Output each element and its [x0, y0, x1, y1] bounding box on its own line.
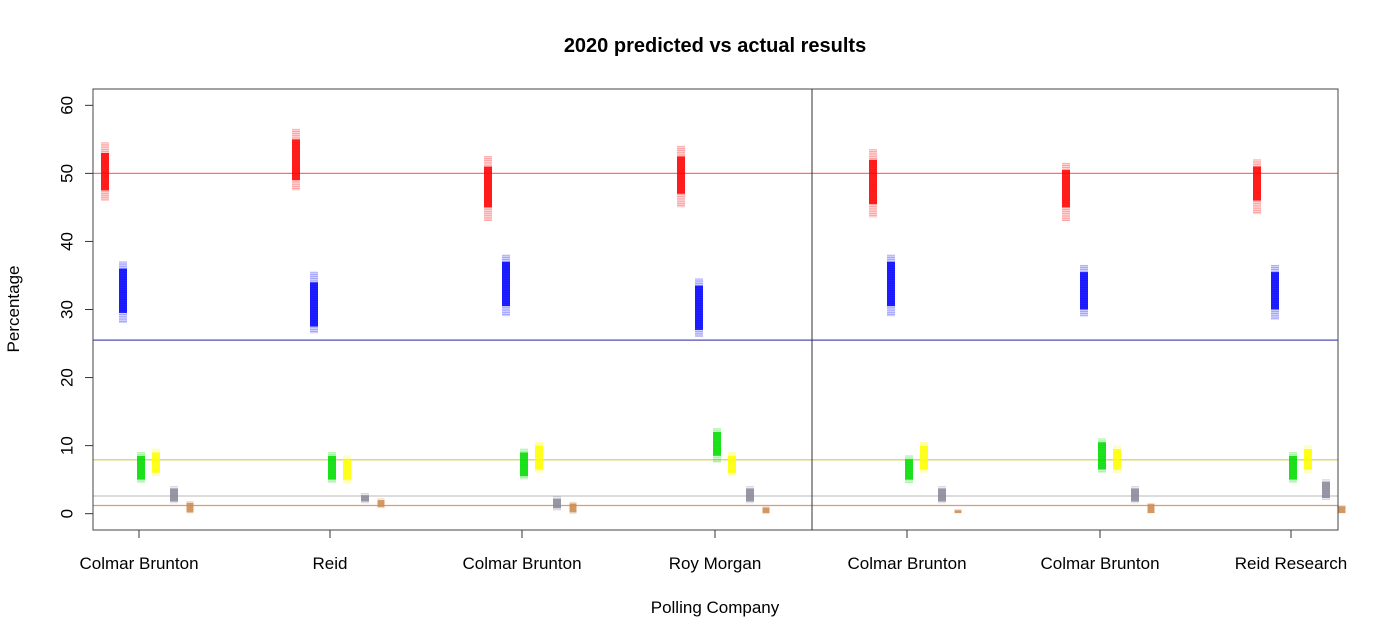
prediction-core: [553, 498, 561, 509]
y-tick-label: 20: [57, 368, 76, 387]
prediction-core: [1289, 455, 1297, 480]
prediction-core: [1062, 169, 1070, 208]
y-tick-label: 30: [57, 300, 76, 319]
chart-title: 2020 predicted vs actual results: [564, 35, 866, 57]
prediction-core: [119, 268, 127, 313]
prediction-core: [1147, 504, 1155, 513]
prediction-core: [101, 152, 109, 191]
prediction-core: [869, 159, 877, 205]
prediction-core: [137, 455, 145, 480]
prediction-core: [695, 285, 703, 330]
x-tick-label: Reid: [313, 554, 348, 573]
reference-lines: [93, 172, 1338, 507]
prediction-core: [310, 282, 318, 327]
prediction-core: [1322, 481, 1330, 499]
y-tick-label: 60: [57, 96, 76, 115]
y-axis-label: Percentage: [4, 266, 23, 353]
prediction-core: [520, 452, 528, 477]
prediction-core: [728, 455, 736, 473]
prediction-core: [887, 261, 895, 307]
prediction-core: [152, 452, 160, 473]
y-tick-label: 0: [57, 509, 76, 518]
prediction-core: [677, 156, 685, 194]
prediction-core: [186, 502, 194, 513]
prediction-core: [502, 261, 510, 307]
prediction-core: [905, 459, 913, 480]
x-tick-label: Colmar Brunton: [847, 554, 966, 573]
prediction-core: [713, 432, 721, 456]
prediction-core: [938, 488, 946, 502]
prediction-core: [569, 503, 577, 513]
x-tick-label: Reid Research: [1235, 554, 1347, 573]
prediction-core: [328, 455, 336, 480]
x-axis-label: Polling Company: [651, 598, 780, 617]
prediction-core: [1131, 488, 1139, 502]
prediction-core: [1253, 166, 1261, 201]
prediction-core: [1338, 506, 1346, 513]
prediction-core: [746, 488, 754, 502]
y-tick-label: 50: [57, 164, 76, 183]
prediction-core: [1113, 449, 1121, 470]
prediction-core: [1098, 442, 1106, 470]
prediction-core: [535, 445, 543, 470]
prediction-core: [1080, 272, 1088, 310]
prediction-core: [377, 500, 385, 507]
data-points: [101, 128, 1346, 514]
prediction-core: [954, 510, 962, 513]
prediction-core: [343, 459, 351, 480]
y-tick-label: 40: [57, 232, 76, 251]
prediction-core: [484, 166, 492, 208]
axes: 0 10 20 30 40 50 60 Colmar Brunton Reid Colmar Br…: [57, 96, 1347, 573]
x-tick-label: Colmar Brunton: [1040, 554, 1159, 573]
prediction-core: [170, 488, 178, 502]
prediction-core: [1304, 449, 1312, 470]
prediction-core: [1271, 272, 1279, 310]
plot-frame: [92, 88, 1339, 531]
x-tick-label: Colmar Brunton: [79, 554, 198, 573]
prediction-core: [292, 139, 300, 181]
prediction-core: [762, 507, 770, 513]
prediction-core: [920, 445, 928, 470]
x-tick-label: Colmar Brunton: [462, 554, 581, 573]
x-tick-label: Roy Morgan: [669, 554, 762, 573]
prediction-core: [361, 495, 369, 502]
y-tick-label: 10: [57, 436, 76, 455]
